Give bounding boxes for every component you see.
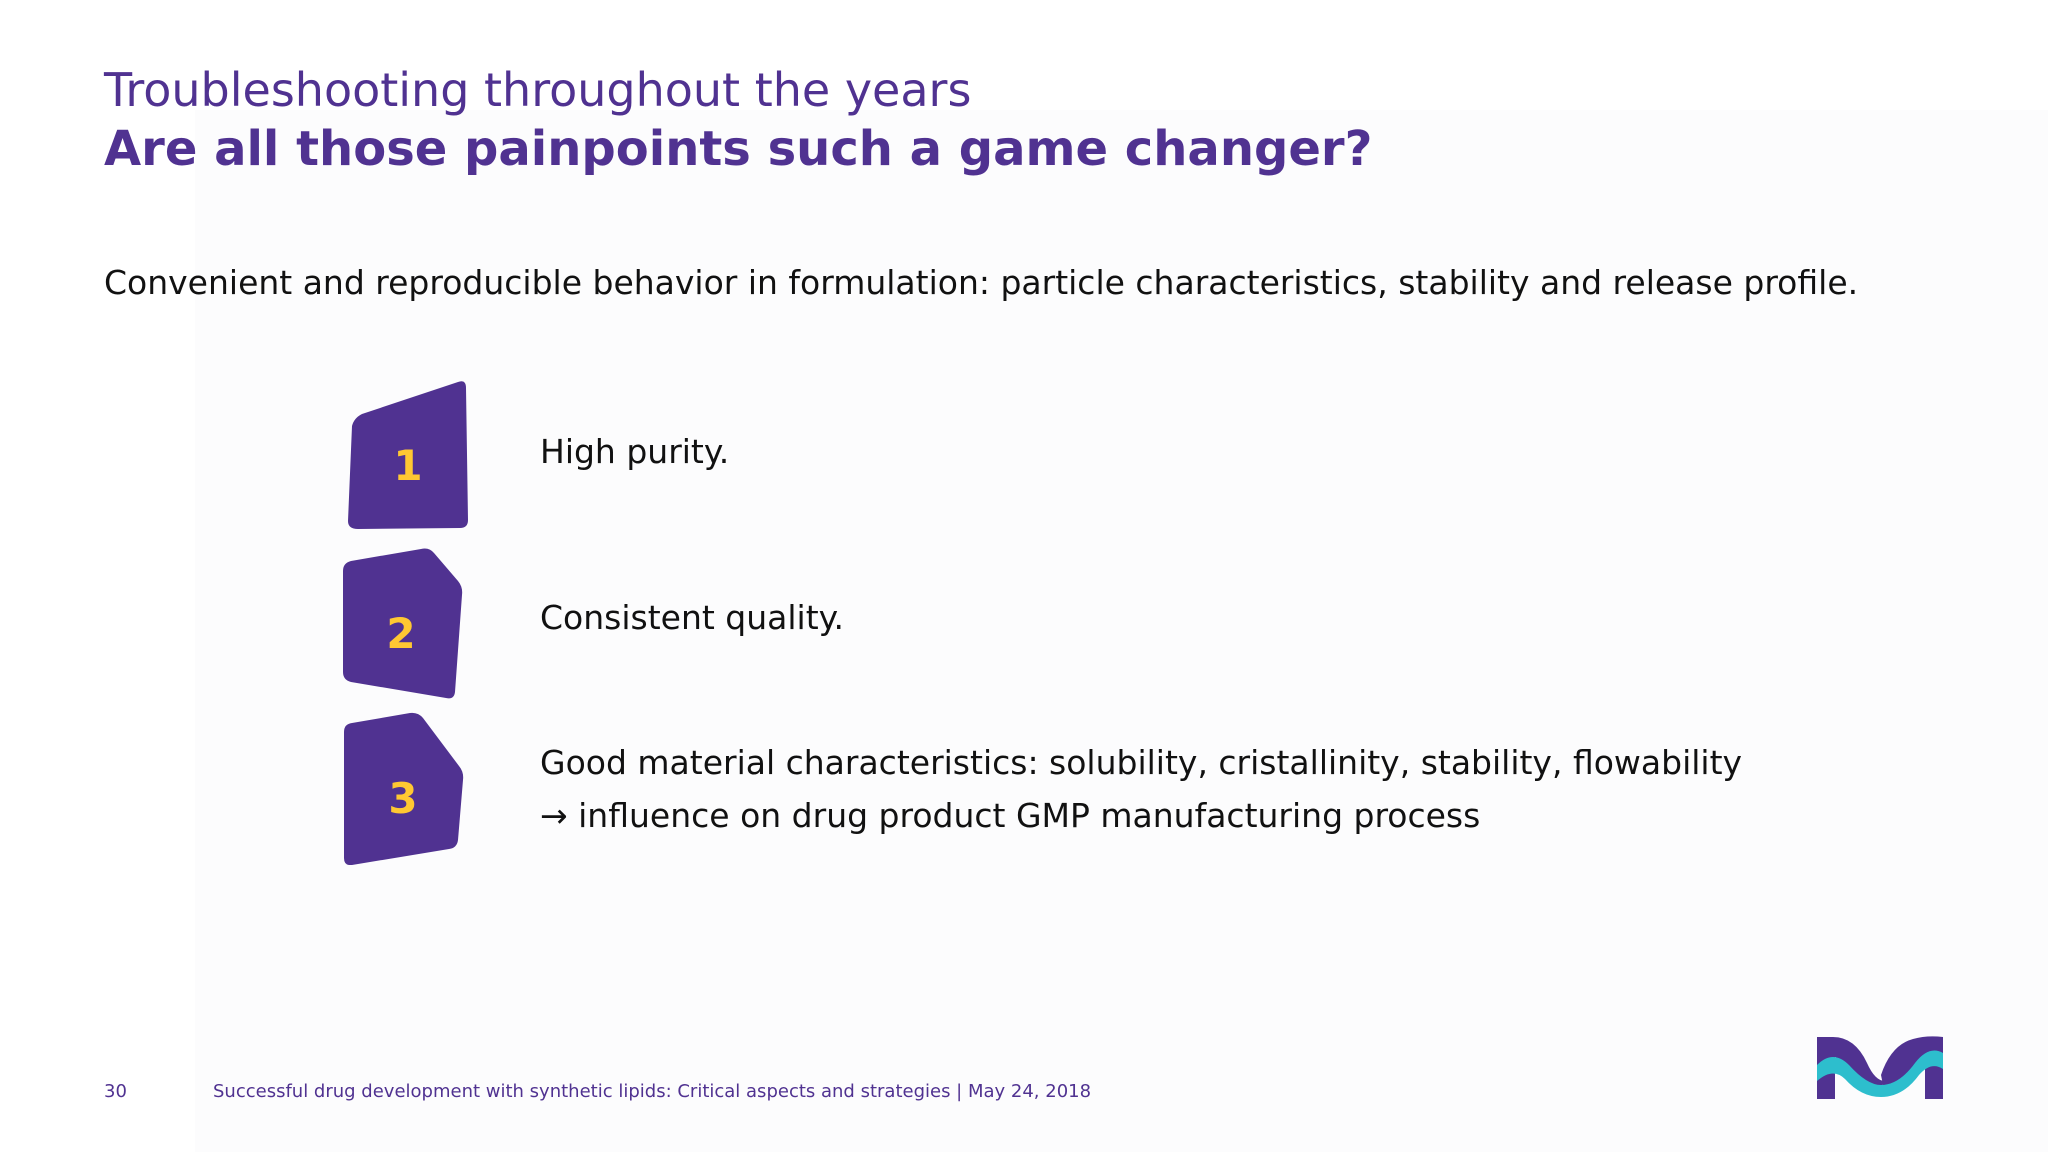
page-number: 30 xyxy=(104,1081,127,1102)
badge-number-1: 1 xyxy=(393,441,422,490)
slide-title: Troubleshooting throughout the years xyxy=(104,63,972,117)
intro-text: Convenient and reproducible behavior in … xyxy=(104,263,1859,302)
slide-subtitle: Are all those painpoints such a game cha… xyxy=(104,121,1373,177)
merck-logo-icon xyxy=(1815,1035,1945,1101)
number-badge-3: 3 xyxy=(335,710,465,865)
number-badge-1: 1 xyxy=(340,378,470,533)
item-2-line-1: Consistent quality. xyxy=(540,598,844,637)
item-text-1: High purity. xyxy=(540,425,729,478)
item-3-line-1: Good material characteristics: solubilit… xyxy=(540,743,1743,782)
badge-number-2: 2 xyxy=(386,609,415,658)
footer-text: Successful drug development with synthet… xyxy=(213,1081,1092,1102)
item-text-2: Consistent quality. xyxy=(540,591,844,644)
item-3-line-2: → influence on drug product GMP manufact… xyxy=(540,796,1481,835)
background-panel xyxy=(195,110,2048,1152)
number-badge-2: 2 xyxy=(335,545,465,700)
item-text-3: Good material characteristics: solubilit… xyxy=(540,736,1742,842)
item-1-line-1: High purity. xyxy=(540,432,730,471)
badge-number-3: 3 xyxy=(388,774,417,823)
